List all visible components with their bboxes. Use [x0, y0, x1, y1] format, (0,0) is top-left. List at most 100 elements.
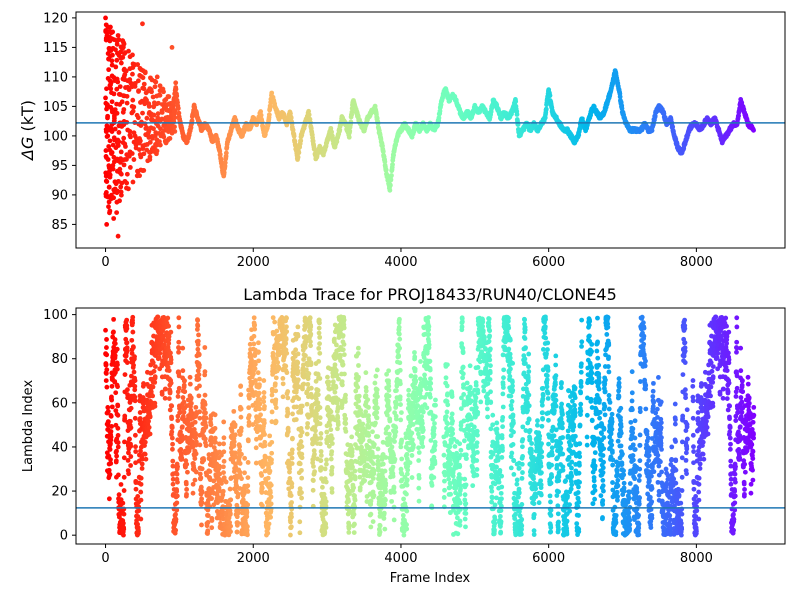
lambda-point: [269, 439, 275, 445]
lambda-point: [212, 412, 218, 418]
lambda-point: [127, 418, 133, 424]
lambda-point: [335, 426, 340, 432]
dg-point: [108, 82, 113, 88]
lambda-point: [297, 461, 303, 467]
lambda-point: [197, 415, 203, 421]
lambda-point: [202, 436, 208, 442]
lambda-point: [203, 443, 209, 449]
lambda-point: [299, 455, 305, 461]
lambda-point: [237, 444, 243, 449]
dg-point: [143, 90, 149, 96]
lambda-chart-title: Lambda Trace for PROJ18433/RUN40/CLONE45: [243, 285, 617, 304]
dg-point: [130, 52, 135, 58]
dg-point: [171, 111, 177, 117]
lambda-point: [257, 376, 262, 382]
dg-point: [141, 86, 147, 92]
lambda-point: [303, 322, 309, 327]
lambda-point: [310, 478, 316, 483]
lambda-point: [205, 519, 211, 525]
dg-point: [118, 171, 124, 177]
dg-point: [110, 163, 116, 168]
lambda-point: [115, 362, 120, 368]
dg-point: [122, 157, 128, 162]
lambda-point: [293, 417, 299, 422]
lambda-point: [109, 383, 115, 389]
lambda-point: [323, 479, 329, 485]
dg-point: [106, 144, 112, 149]
dg-point: [158, 133, 164, 139]
lambda-point: [311, 463, 316, 469]
lambda-point: [170, 458, 176, 464]
dg-x-tick-label: 2000: [237, 255, 270, 270]
lambda-point: [263, 454, 269, 460]
lambda-point: [258, 412, 263, 418]
lambda-point: [170, 476, 176, 482]
lambda-point: [112, 379, 118, 384]
lambda-point: [311, 448, 317, 454]
lambda-point: [317, 341, 322, 347]
lambda-point: [166, 396, 172, 402]
lambda-point: [201, 406, 207, 412]
dg-point: [514, 112, 520, 117]
dg-point: [150, 94, 156, 100]
dg-x-tick-label: 8000: [680, 255, 713, 270]
lambda-point: [104, 352, 110, 358]
lambda-point: [203, 415, 209, 421]
dg-point: [119, 180, 125, 186]
lambda-point: [252, 326, 258, 332]
lambda-point: [163, 386, 168, 392]
lambda-point: [216, 463, 222, 469]
lambda-point: [231, 439, 237, 445]
lambda-point: [199, 496, 205, 502]
lambda-point: [150, 360, 156, 366]
lambda-point: [270, 315, 276, 321]
lambda-point: [265, 526, 271, 531]
lambda-point: [197, 471, 203, 477]
dg-point: [160, 86, 166, 92]
lambda-point: [269, 450, 275, 456]
lambda-point: [303, 353, 308, 359]
lambda-point: [223, 479, 229, 485]
lambda-point: [174, 507, 180, 513]
lambda-point: [326, 379, 332, 385]
dg-point: [103, 29, 109, 35]
lambda-point: [108, 434, 114, 440]
lambda-point: [267, 468, 273, 474]
lambda-point: [219, 481, 224, 486]
lambda-point: [273, 375, 279, 381]
lambda-point: [168, 329, 174, 335]
lambda-point: [351, 530, 357, 536]
lambda-point: [114, 453, 120, 459]
lambda-point: [284, 370, 290, 376]
lambda-point: [124, 340, 130, 346]
lambda-point: [121, 511, 127, 517]
dg-point: [312, 147, 318, 152]
lambda-point: [324, 461, 329, 467]
lambda-point: [320, 484, 325, 490]
dg-point: [114, 210, 120, 216]
lambda-point: [169, 429, 175, 435]
lambda-point: [193, 451, 199, 457]
lambda-point: [298, 439, 304, 444]
lambda-point: [190, 481, 196, 487]
dg-points: [103, 15, 756, 239]
lambda-point: [299, 475, 305, 481]
lambda-point: [220, 492, 226, 498]
lambda-point: [352, 468, 358, 474]
dg-point: [104, 123, 110, 129]
lambda-point: [289, 514, 294, 520]
lambda-point: [295, 324, 301, 330]
lambda-point: [151, 368, 157, 374]
dg-point: [109, 99, 115, 105]
dg-point: [189, 118, 195, 124]
dg-point: [106, 163, 112, 169]
lambda-point: [131, 369, 137, 375]
lambda-point: [238, 383, 244, 389]
lambda-point: [305, 381, 311, 387]
dg-point: [112, 137, 117, 143]
lambda-point: [238, 414, 244, 420]
lambda-point: [195, 323, 201, 329]
dg-x-tick-label: 6000: [532, 255, 565, 270]
lambda-point: [221, 449, 227, 455]
lambda-point: [124, 360, 130, 365]
